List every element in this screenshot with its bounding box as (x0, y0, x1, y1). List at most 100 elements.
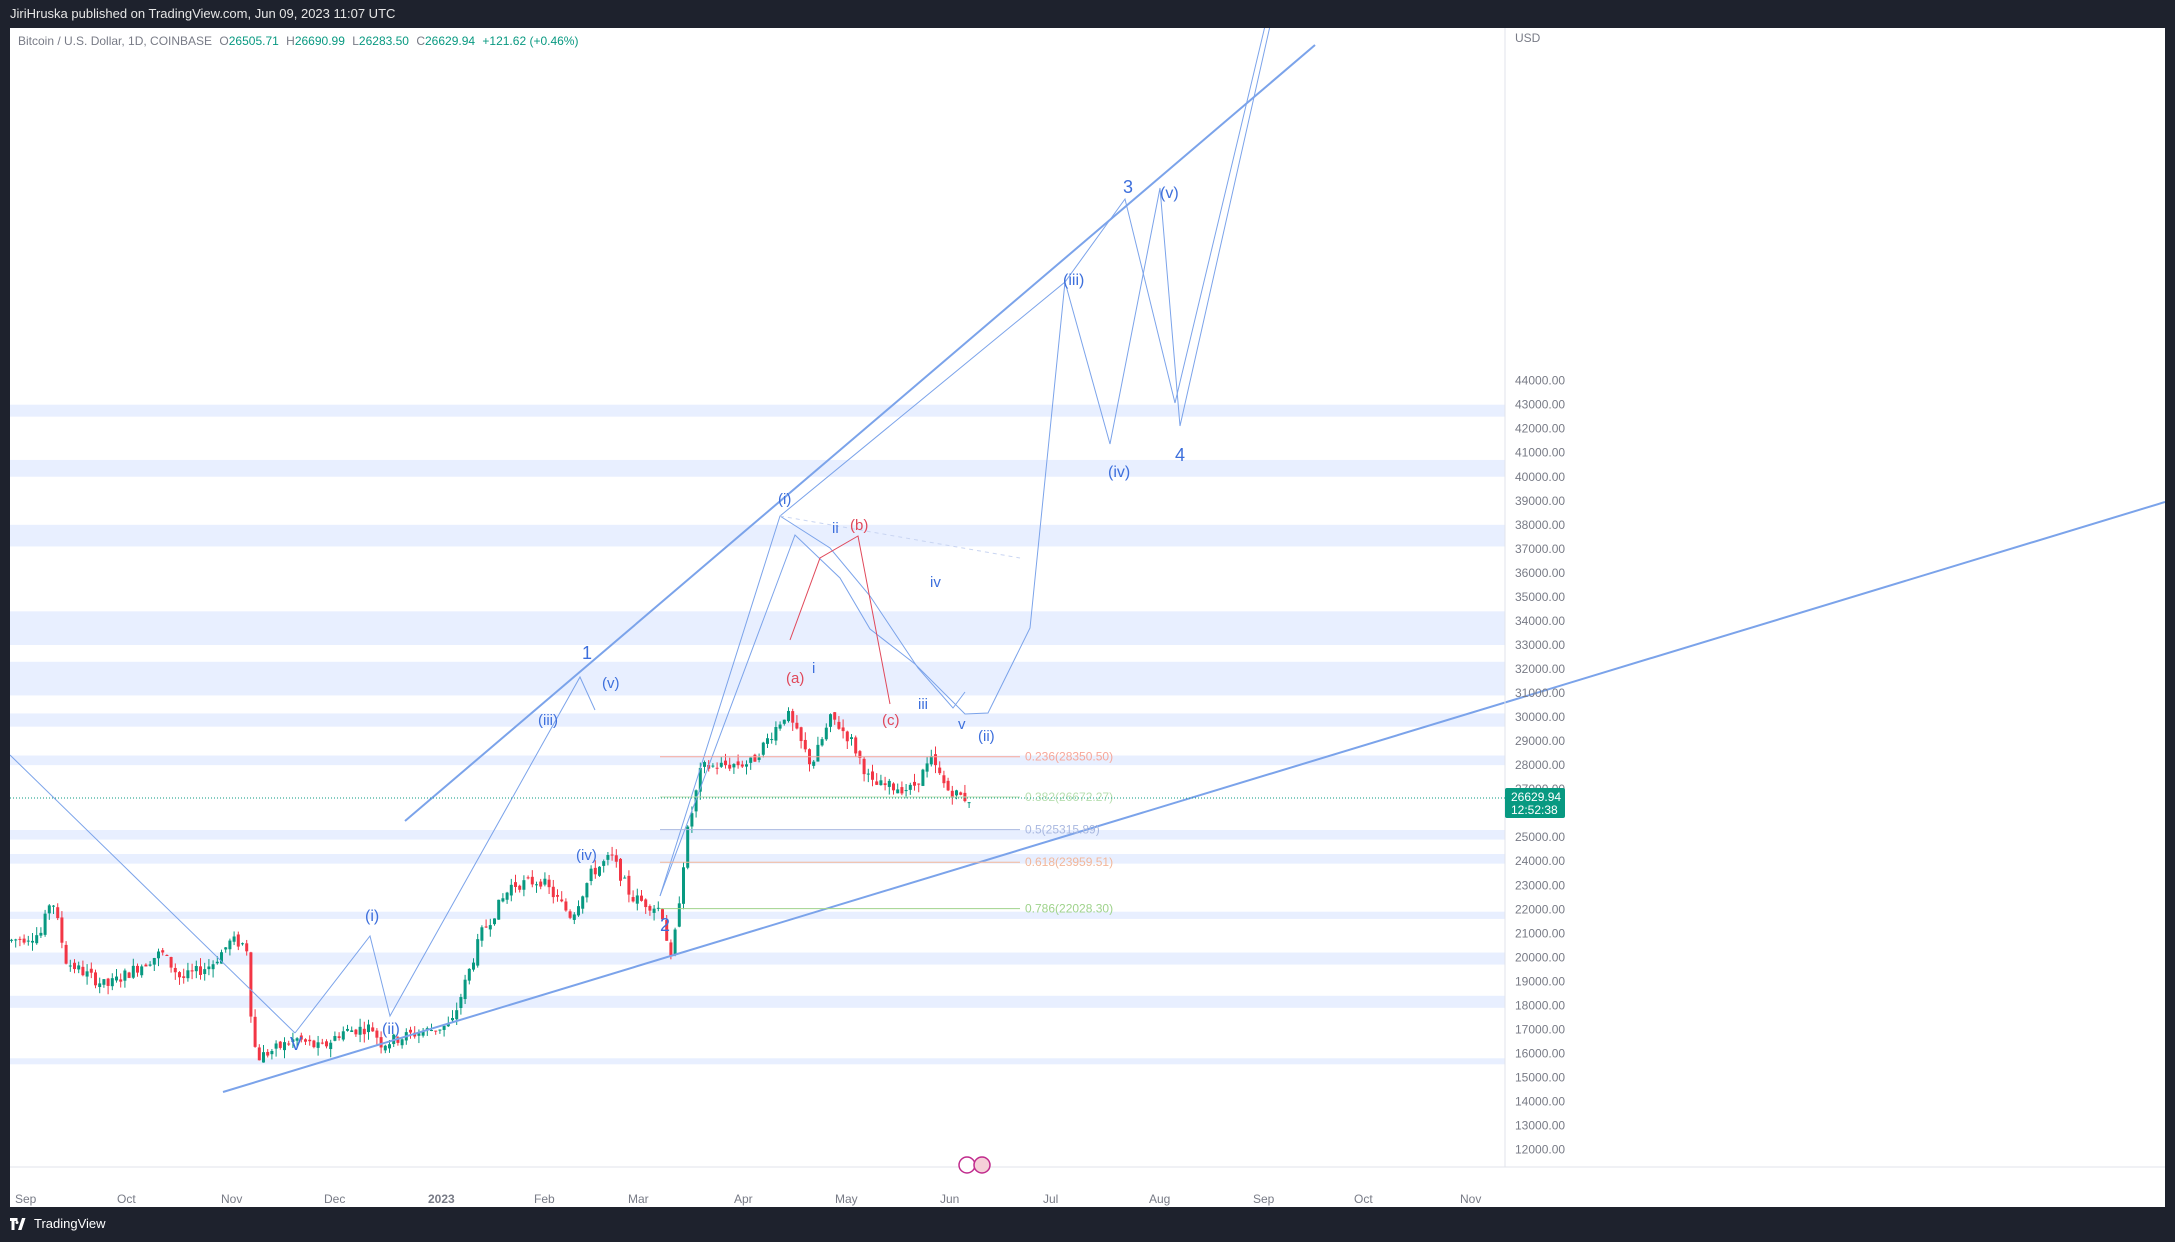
high-label: H (286, 34, 295, 48)
candle-body (581, 896, 585, 909)
zone-band (10, 459, 1505, 477)
price-tick: 37000.00 (1515, 542, 1565, 556)
candle-body (110, 978, 114, 987)
candle-body (77, 965, 81, 970)
time-tick: Sep (15, 1192, 37, 1206)
candle-body (799, 727, 803, 742)
price-tick: 17000.00 (1515, 1022, 1565, 1036)
candle-body (203, 969, 207, 975)
candle-body (165, 955, 169, 957)
candle-body (837, 721, 841, 729)
candle-body (417, 1033, 421, 1036)
symbol-title: Bitcoin / U.S. Dollar, 1D, COINBASE (18, 34, 213, 48)
wave-label: 1 (582, 643, 592, 663)
candle-body (631, 897, 635, 902)
close-value: 26629.94 (425, 34, 476, 48)
time-tick: Apr (734, 1192, 753, 1206)
chart-area[interactable]: 0.236(28350.50) 0.382(26672.27) 0.5(25315.… (10, 28, 2165, 1207)
candle-body (732, 763, 736, 768)
candle-body (526, 877, 530, 879)
candle-body (140, 966, 144, 976)
candle-body (304, 1039, 307, 1042)
axes: 44000.00 43000.00 42000.00 41000.00 40000.00… (10, 28, 2165, 1206)
candle-body (493, 918, 496, 925)
candle-body (173, 967, 177, 973)
time-tick: Nov (1460, 1192, 1481, 1206)
time-tick: 2023 (428, 1192, 455, 1206)
candle-body (228, 940, 232, 950)
price-tick: 13000.00 (1515, 1119, 1565, 1133)
tradingview-logo[interactable]: TradingView (10, 1216, 106, 1231)
wave-label: (ii) (978, 728, 995, 745)
candle-body (829, 714, 832, 727)
candle-body (929, 756, 933, 765)
candle-body (199, 966, 202, 975)
candle-body (333, 1036, 337, 1041)
zone-band (10, 854, 1505, 864)
candle-body (148, 964, 152, 966)
candle-body (669, 942, 673, 956)
lightning-icon (958, 1156, 976, 1174)
candle-body (236, 934, 240, 947)
price-tick: 35000.00 (1515, 590, 1565, 604)
candle-body (602, 861, 606, 866)
price-tick: 43000.00 (1515, 398, 1565, 412)
candle-body (497, 899, 501, 920)
candle-body (883, 783, 887, 786)
candle-body (241, 943, 244, 945)
candle-body (950, 790, 954, 798)
wave-path-1 (294, 675, 596, 1034)
candle-body (215, 961, 219, 964)
candle-body (85, 971, 89, 977)
candle-body (358, 1026, 362, 1035)
wave-label: (v) (602, 675, 620, 692)
wave-label: ii (832, 520, 839, 537)
price-tick: 29000.00 (1515, 734, 1565, 748)
price-tick: 42000.00 (1515, 422, 1565, 436)
candle-body (354, 1029, 358, 1035)
candle-body (94, 972, 97, 986)
price-tick: 12000.00 (1515, 1143, 1565, 1157)
candle-body (283, 1042, 286, 1051)
candle-body (934, 754, 937, 766)
candle-body (942, 775, 946, 784)
candle-body (593, 867, 597, 875)
candle-body (845, 731, 849, 742)
wave-label: iii (918, 696, 928, 713)
candle-body (434, 1030, 438, 1032)
candle-body (31, 940, 34, 943)
time-tick: Mar (628, 1192, 649, 1206)
candle-body (278, 1041, 282, 1048)
candle-body (131, 965, 135, 978)
candle-body (136, 965, 139, 973)
candle-body (913, 781, 916, 786)
candle-body (249, 952, 253, 1017)
candle-body (274, 1043, 278, 1049)
fib-level-label: 0.382(26672.27) (1025, 790, 1113, 804)
price-tick: 44000.00 (1515, 374, 1565, 388)
candle-body (350, 1030, 354, 1032)
candle-body (606, 854, 610, 860)
candle-body (10, 939, 13, 941)
candle-body (43, 913, 47, 935)
candle-body (484, 926, 488, 928)
wave-label: (ii) (382, 1021, 400, 1038)
candle-body (564, 901, 568, 911)
wave-label: iv (930, 574, 941, 591)
wave-label: (i) (778, 491, 791, 508)
candle-body (232, 936, 236, 942)
candle-body (325, 1041, 328, 1047)
minor-waves (779, 515, 966, 709)
candle-body (610, 854, 614, 856)
chart-canvas[interactable]: 0.236(28350.50) 0.382(26672.27) 0.5(25315.… (10, 28, 2165, 1207)
price-tick: 30000.00 (1515, 710, 1565, 724)
candle-body (908, 784, 912, 790)
lower-trendline (222, 501, 2165, 1093)
candle-body (547, 879, 551, 888)
wave-label: (iii) (1063, 272, 1084, 289)
candle-body (346, 1028, 349, 1031)
candle-body (551, 886, 555, 898)
candle-body (409, 1029, 412, 1033)
close-label: C (416, 34, 425, 48)
wave-labels: 0.236(28350.50) 0.382(26672.27) 0.5(25315.… (290, 177, 1185, 1054)
